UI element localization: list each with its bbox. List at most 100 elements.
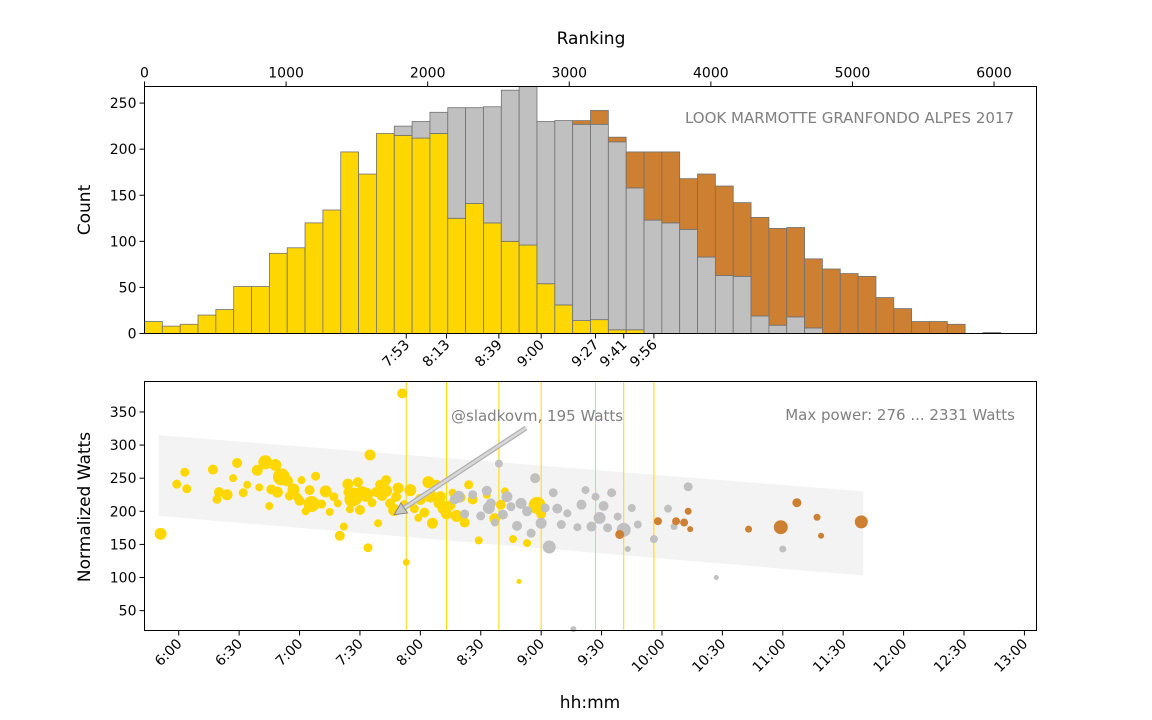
scatter-point-gold <box>414 513 423 522</box>
scatter-point-gold <box>339 522 348 531</box>
scatter-point-silver <box>468 490 478 500</box>
histogram-frame <box>144 86 1037 334</box>
histogram-bar-silver <box>732 275 752 334</box>
scatter-point-gold <box>354 504 365 515</box>
histogram-bar-silver <box>536 121 556 285</box>
scatter-point-gold <box>311 471 321 481</box>
histogram-bar-gold <box>179 323 199 334</box>
ranking-tick-label: 4000 <box>693 66 729 82</box>
scatter-point-gold <box>221 489 233 501</box>
histogram-bar-silver <box>714 275 734 334</box>
histogram-bar-gold <box>376 133 395 334</box>
scatter-point-gold <box>523 539 532 548</box>
finish-time-label: 9:56 <box>627 337 661 371</box>
scatter-point-silver <box>522 506 533 517</box>
histogram-bar-gold <box>536 283 556 334</box>
scatter-point-gold <box>325 507 334 516</box>
x-tick-label: 10:30 <box>689 636 729 676</box>
scatter-point-silver <box>535 517 547 529</box>
histogram-bar-bronze <box>679 178 698 230</box>
histogram-bar-gold <box>322 209 342 334</box>
scatter-point-silver <box>570 626 577 633</box>
scatter-point-silver <box>573 523 582 532</box>
y-tick-label: 50 <box>119 604 137 620</box>
finish-time-label: 8:39 <box>472 337 506 371</box>
histogram-bar-gold <box>215 309 235 334</box>
scatter-point-silver <box>506 502 516 512</box>
annotation-arrow-head <box>393 502 409 516</box>
annotation-label: @sladkovm, 195 Watts <box>451 407 623 425</box>
scatter-point-silver <box>664 504 673 513</box>
histogram-y-axis-label: Count <box>75 184 95 235</box>
histogram-bar-silver <box>607 141 627 331</box>
histogram-bar-silver <box>768 324 788 334</box>
y-tick-label: 200 <box>110 142 137 158</box>
scatter-point-gold <box>441 508 453 520</box>
histogram-bar-bronze <box>822 268 841 334</box>
scatter-point-silver <box>512 520 523 531</box>
histogram-bar-silver <box>625 187 645 331</box>
x-tick-label: 12:30 <box>931 636 971 676</box>
x-tick-label: 13:00 <box>991 636 1031 676</box>
scatter-point-silver <box>603 523 613 533</box>
scatter-point-silver <box>563 509 572 518</box>
scatter-point-silver <box>598 501 609 511</box>
histogram-bar-gold <box>268 252 288 334</box>
histogram-bar-gold <box>572 320 591 334</box>
histogram-bar-gold <box>233 286 252 334</box>
scatter-point-gold <box>333 499 342 508</box>
histogram-bar-bronze <box>661 151 681 224</box>
scatter-point-gold <box>258 455 273 470</box>
histogram-bar-silver <box>465 107 484 204</box>
finish-time-axis: 7:53 8:13 8:39 9:00 9:279:419:56 <box>380 333 661 371</box>
scatter-point-gold <box>345 505 354 514</box>
y-tick-label: 250 <box>110 471 137 487</box>
scatter-point-bronze <box>813 513 821 521</box>
scatter-point-bronze <box>854 515 868 529</box>
scatter-point-gold <box>304 485 315 496</box>
histogram-bar-gold <box>393 134 413 334</box>
histogram-bar-gold <box>625 329 645 334</box>
histogram-bar-gold <box>144 321 163 334</box>
histogram-bar-gold <box>590 319 609 334</box>
scatter-point-gold <box>172 479 182 489</box>
scatter-point-gold <box>450 509 463 522</box>
scatter-point-silver <box>576 499 587 510</box>
histogram-bar-bronze <box>607 136 627 143</box>
scatter-point-gold <box>243 480 252 489</box>
scatter-point-bronze <box>680 518 689 527</box>
histogram-bar-silver <box>679 228 698 334</box>
scatter-point-silver <box>476 511 486 521</box>
histogram-bar-bronze <box>732 202 752 277</box>
ranking-tick-label: 5000 <box>835 66 871 82</box>
scatter-point-silver <box>481 485 492 496</box>
scatter-point-silver <box>627 503 636 512</box>
x-tick-label: 8:00 <box>394 636 428 670</box>
scatter-point-gold <box>255 483 264 492</box>
scatter-point-gold <box>212 494 222 504</box>
scatter-point-gold <box>207 464 218 475</box>
scatter-panel: @sladkovm, 195 Watts Max power: 276 ... … <box>75 381 1037 713</box>
histogram-bar-bronze <box>572 120 591 125</box>
y-tick-label: 200 <box>110 504 137 520</box>
scatter-point-gold <box>363 543 373 553</box>
histogram-bar-silver <box>554 120 574 306</box>
scatter-point-bronze <box>745 525 753 533</box>
histogram-bar-gold <box>429 133 449 334</box>
scatter-point-gold <box>214 487 225 498</box>
scatter-point-silver <box>530 473 541 484</box>
scatter-point-gold <box>409 504 419 514</box>
scatter-point-gold <box>495 499 506 510</box>
histogram-bar-gold <box>286 247 306 334</box>
x-tick-label: 9:00 <box>514 636 548 670</box>
x-tick-label: 8:30 <box>454 636 488 670</box>
scatter-point-bronze <box>615 529 625 539</box>
scatter-x-axis: 6:00 6:30 7:00 7:30 8:00 8:30 9:00 9:30 10:00 10:… <box>152 630 1031 676</box>
scatter-point-bronze <box>687 526 694 533</box>
histogram-bar-bronze <box>750 216 770 317</box>
scatter-point-silver <box>542 540 556 554</box>
scatter-point-gold <box>419 507 430 518</box>
scatter-point-gold <box>392 482 404 494</box>
scatter-point-gold <box>391 491 402 502</box>
histogram-bar-bronze <box>768 228 788 326</box>
